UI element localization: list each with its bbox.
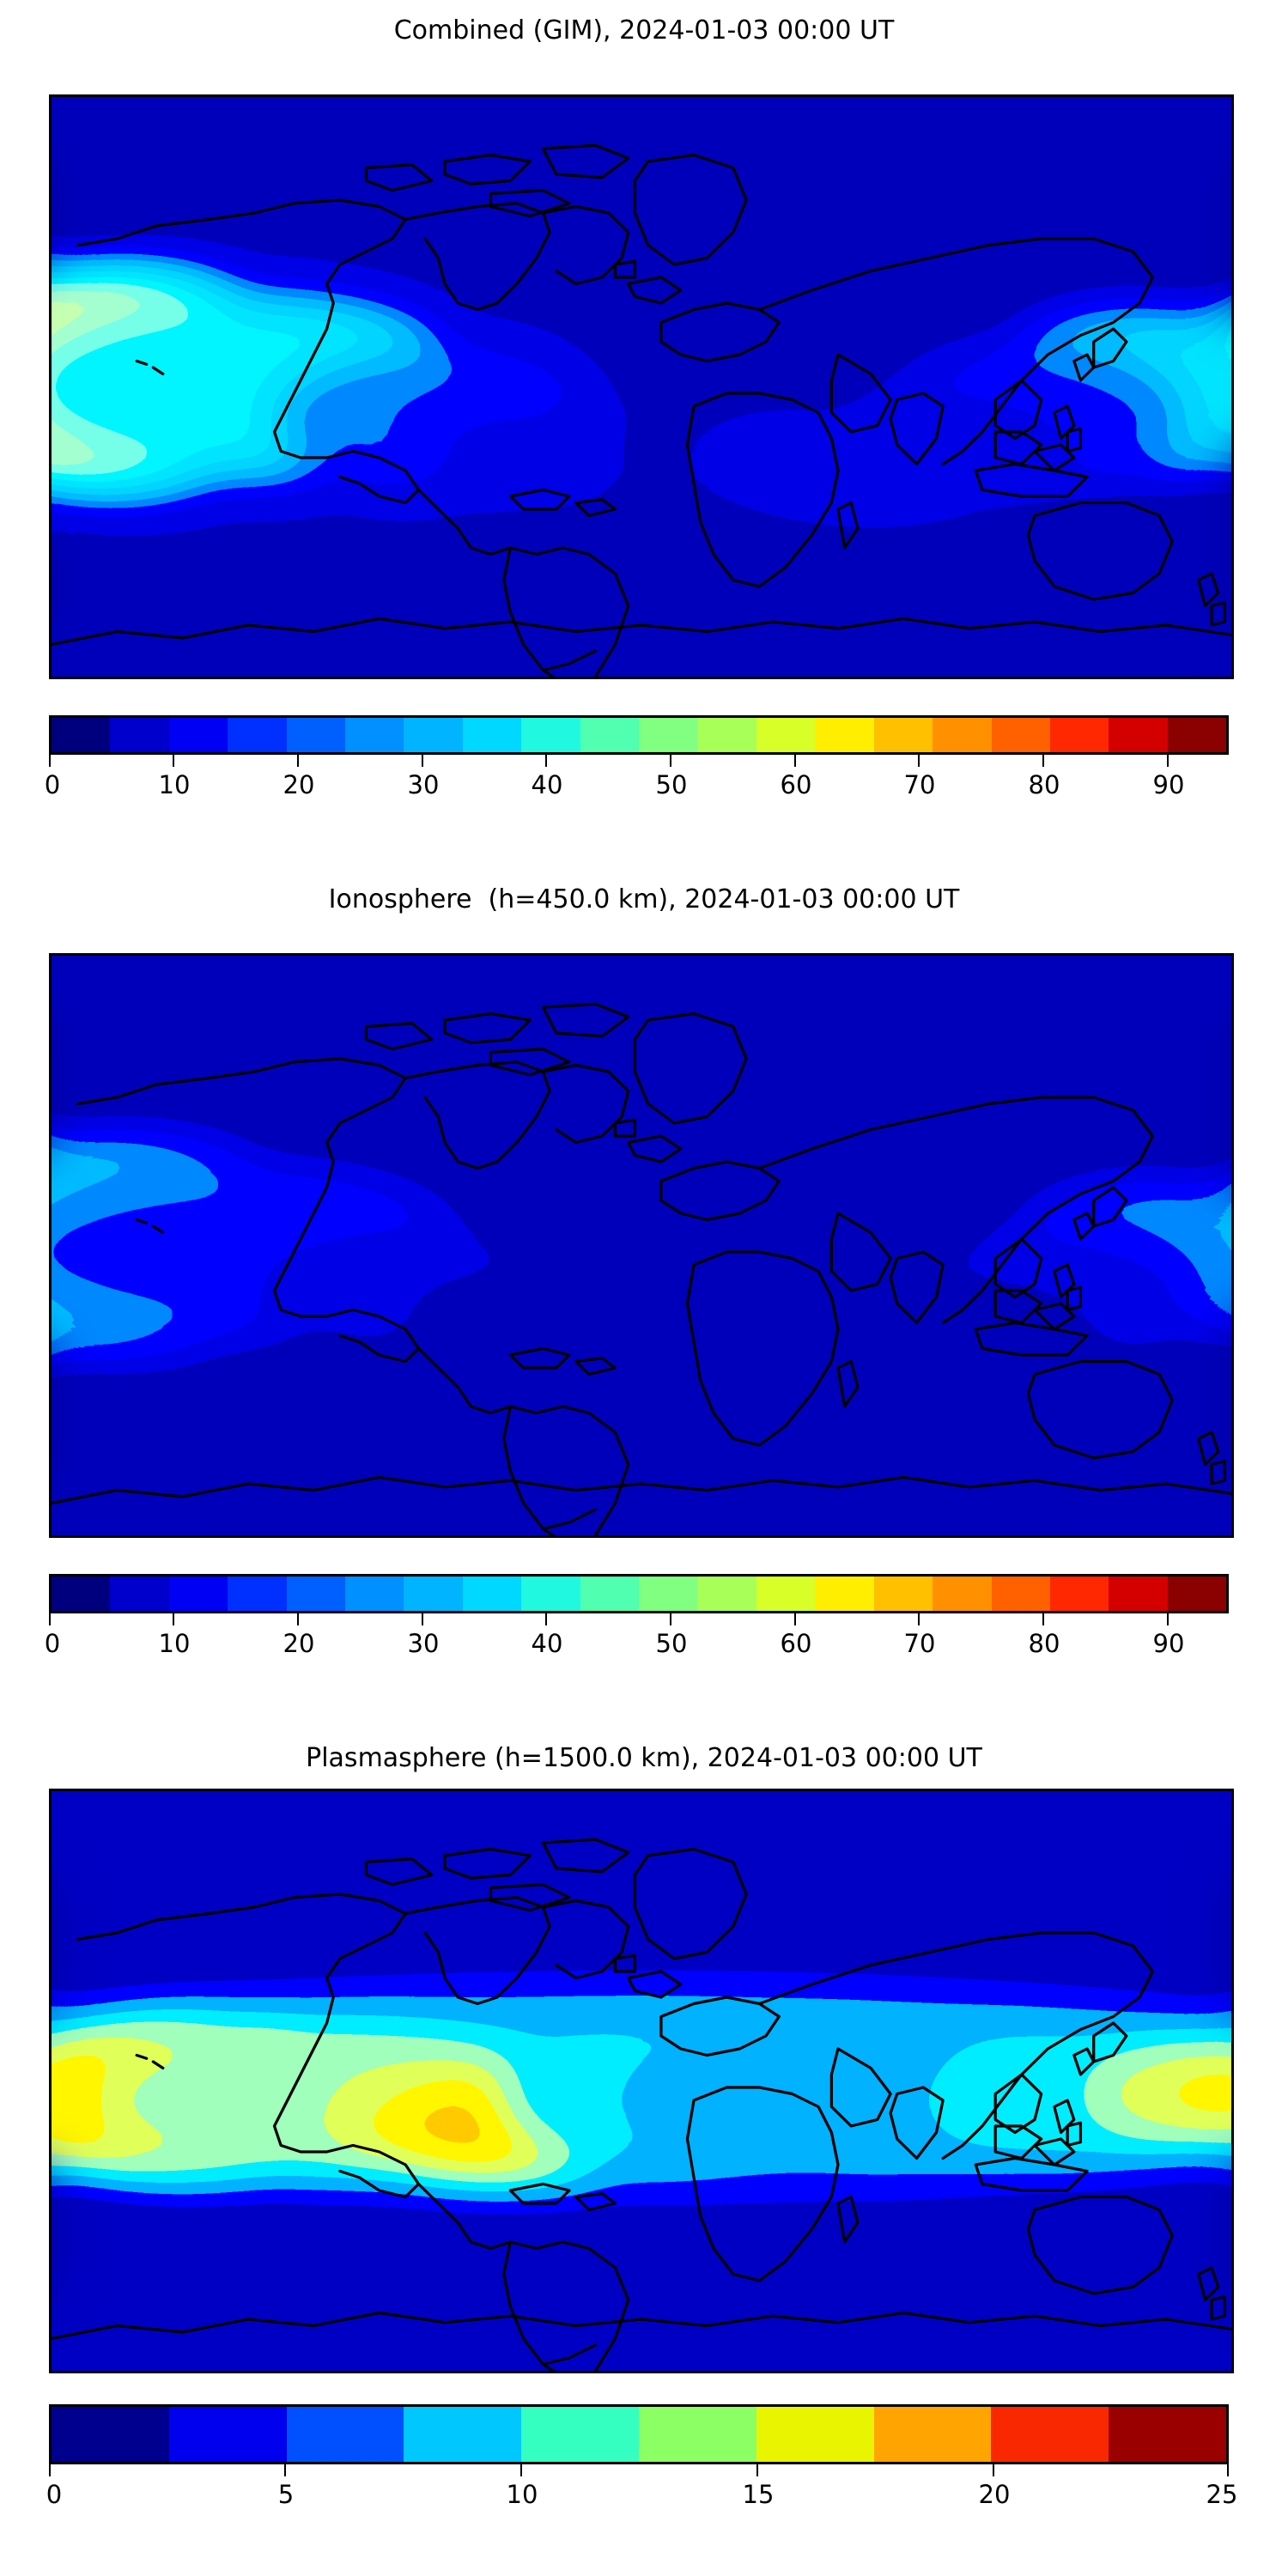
panel-plasmasphere: Plasmasphere (h=1500.0 km), 2024-01-03 0…: [0, 1717, 1288, 2576]
panel-title-plasmasphere: Plasmasphere (h=1500.0 km), 2024-01-03 0…: [306, 1743, 982, 1773]
colorbar-combined: 0 10 20 30 40 50 60 70 80 90: [45, 715, 1229, 799]
colorbar-tick-label: 15: [742, 2480, 775, 2509]
colorbar-tick: [918, 755, 920, 767]
colorbar-tick-label: 30: [407, 1629, 440, 1658]
map-plasmasphere: [49, 1789, 1234, 2373]
colorbar-tick: [993, 2464, 994, 2476]
colorbar-tick-label: 5: [277, 2480, 295, 2509]
colorbar-ionosphere: 0 10 20 30 40 50 60 70 80 90: [45, 1574, 1229, 1658]
colorbar-tick-label: 80: [1028, 770, 1060, 799]
colorbar-tick: [545, 1613, 547, 1625]
colorbar-gradient-plasmasphere: [49, 2404, 1229, 2464]
colorbar-tick: [520, 2464, 522, 2476]
colorbar-tick: [284, 2464, 286, 2476]
colorbar-tick-label: 40: [531, 1629, 563, 1658]
panel-title-combined: Combined (GIM), 2024-01-03 00:00 UT: [393, 15, 895, 46]
colorbar-tick: [918, 1613, 920, 1625]
colorbar-tick: [545, 755, 547, 767]
colorbar-tick-label: 50: [655, 770, 688, 799]
colorbar-tick: [756, 2464, 758, 2476]
colorbar-tick: [297, 755, 299, 767]
colorbar-plasmasphere: 0 5 10 15 20 25: [46, 2404, 1237, 2509]
colorbar-tick: [670, 1613, 671, 1625]
colorbar-tick-label: 0: [44, 1629, 61, 1658]
colorbar-tick: [1167, 1613, 1169, 1625]
colorbar-tick-label: 10: [158, 1629, 191, 1658]
colorbar-tick-label: 80: [1028, 1629, 1060, 1658]
colorbar-tick-label: 40: [531, 770, 563, 799]
colorbar-tick-label: 70: [903, 770, 936, 799]
colorbar-tick-label: 20: [978, 2480, 1011, 2509]
map-ionosphere: [49, 953, 1234, 1538]
panel-combined: Combined (GIM), 2024-01-03 00:00 UT: [0, 0, 1288, 859]
colorbar-tick-label: 30: [407, 770, 440, 799]
colorbar-tick: [670, 755, 671, 767]
panel-title-ionosphere: Ionosphere (h=450.0 km), 2024-01-03 00:0…: [328, 884, 960, 914]
map-canvas-ionosphere: [52, 956, 1231, 1535]
colorbar-tick-label: 25: [1206, 2480, 1238, 2509]
colorbar-tick-label: 0: [46, 2480, 63, 2509]
colorbar-tick: [1227, 2464, 1229, 2476]
colorbar-tick-label: 90: [1152, 770, 1185, 799]
colorbar-tick-label: 60: [780, 1629, 812, 1658]
colorbar-tick: [422, 755, 423, 767]
colorbar-tick: [173, 1613, 174, 1625]
colorbar-tick: [794, 755, 796, 767]
colorbar-tick-label: 0: [44, 770, 61, 799]
map-canvas-combined: [52, 97, 1231, 677]
colorbar-tick: [49, 1613, 51, 1625]
colorbar-tick-label: 50: [655, 1629, 688, 1658]
colorbar-tick-label: 10: [506, 2480, 538, 2509]
colorbar-tick: [49, 755, 51, 767]
colorbar-tick-label: 70: [903, 1629, 936, 1658]
colorbar-tick: [173, 755, 174, 767]
colorbar-tick: [422, 1613, 423, 1625]
colorbar-tick-label: 20: [283, 1629, 315, 1658]
colorbar-gradient-combined: [49, 715, 1229, 755]
colorbar-tick: [297, 1613, 299, 1625]
colorbar-tick-label: 10: [158, 770, 191, 799]
colorbar-tick-label: 60: [780, 770, 812, 799]
map-combined: [49, 94, 1234, 679]
colorbar-tick: [49, 2464, 51, 2476]
colorbar-tick: [794, 1613, 796, 1625]
colorbar-tick-label: 20: [283, 770, 315, 799]
colorbar-tick: [1167, 755, 1169, 767]
colorbar-tick-label: 90: [1152, 1629, 1185, 1658]
panel-ionosphere: Ionosphere (h=450.0 km), 2024-01-03 00:0…: [0, 859, 1288, 1717]
map-canvas-plasmasphere: [52, 1791, 1231, 2371]
colorbar-tick: [1042, 1613, 1044, 1625]
colorbar-tick: [1042, 755, 1044, 767]
colorbar-gradient-ionosphere: [49, 1574, 1229, 1613]
